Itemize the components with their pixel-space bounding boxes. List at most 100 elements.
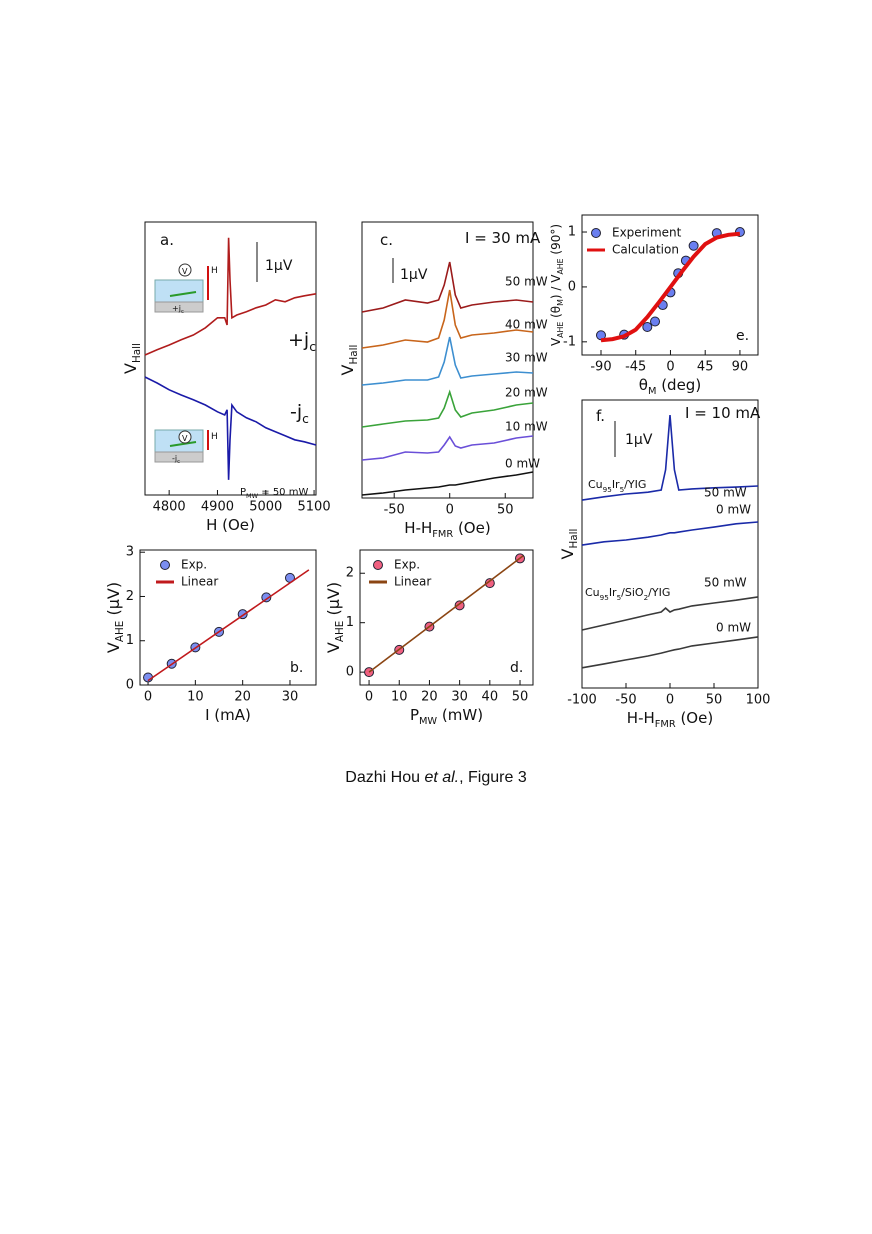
y-tick-label: 0 [126,678,134,693]
x-tick-label: 4900 [201,500,234,515]
text-part: /YIG [648,586,670,599]
legend-label: Exp. [181,558,207,572]
text-part: I (mA) [205,706,251,724]
text-part: -j [172,454,177,463]
x-tick-label: 0 [666,693,674,708]
text-part: 1µV [625,432,653,448]
annotation: I = 30 mA [465,229,541,247]
text-part: /YIG [624,478,646,491]
text-part: Ir [612,478,620,491]
text-part: AHE [114,621,126,643]
series-line [581,521,759,546]
plot-frame [581,399,759,689]
x-tick-label: 0 [666,360,674,375]
data-point [642,322,653,332]
x-tick-label: 0 [446,503,454,518]
series-line [147,569,310,682]
annotation: -jc [290,401,309,426]
x-tick-label: -100 [567,693,597,708]
y-axis-label: VHall [338,345,361,376]
series-line [144,237,317,356]
text-part: V [549,337,563,346]
text-part: M [648,386,656,397]
x-tick-label: -45 [625,360,646,375]
text-part: V [338,364,357,375]
text-part: P [240,487,246,498]
x-tick-label: -50 [615,693,636,708]
substrate [154,301,204,313]
x-axis-label: θM (deg) [639,376,701,397]
voltmeter [178,430,192,444]
x-tick-label: 10 [187,690,204,705]
series-label: 10 mW [505,420,548,434]
x-tick-label: 0 [144,690,152,705]
text-part: Cu [588,478,603,491]
text-part: c [177,459,180,465]
text-part: +j [172,304,181,313]
text-part: 95 [603,485,612,494]
y-axis-label: VAHE (µV) [324,582,347,653]
text-part: c [309,340,316,354]
annotation: PMW = 50 mW [240,487,308,500]
series-line [361,336,534,386]
text-part: H [211,266,218,276]
annotation: 1µV [400,267,428,283]
data-point [650,316,661,327]
device [154,279,204,303]
y-tick-label: 1 [126,633,134,648]
series-label: 30 mW [505,351,548,365]
text-part: M [556,299,565,306]
y-tick-label: 2 [126,589,134,604]
annotation: f. [596,407,605,425]
text-part: H-H [627,709,655,727]
x-tick-label: 40 [482,690,499,705]
text-part: (Oe) [453,519,491,537]
text-part: AHE [556,258,565,274]
x-tick-label: 20 [421,690,438,705]
inset-bottom [154,429,209,463]
series-label: 50 mW [704,576,747,590]
text-part: f. [596,407,605,425]
text-part: Cu [585,586,600,599]
annotation: a. [160,231,174,249]
annotation: Cu95Ir5/SiO2/YIG [585,586,670,602]
annotation: c. [380,231,393,249]
annotation: V [182,434,188,443]
text-part: b. [290,660,303,676]
text-part: (mW) [437,706,483,724]
text-part: c [181,309,184,315]
plot-frame [139,549,317,686]
series-line [581,636,759,669]
series-line [600,231,741,343]
data-point [688,240,699,251]
legend-marker [160,560,170,570]
series-label: 50 mW [704,486,747,500]
x-axis-label: H (Oe) [206,516,255,534]
plot-frame [361,221,534,499]
y-tick-label: 0 [568,279,576,294]
x-tick-label: -90 [590,360,611,375]
y-axis-label: VAHE (µV) [104,582,127,653]
text-part: P [410,706,419,724]
x-tick-label: 10 [391,690,408,705]
inset-top [154,263,209,313]
y-tick-label: -1 [563,334,576,349]
x-tick-label: 0 [365,690,373,705]
series-label: 0 mW [716,621,751,635]
text-part: , Figure 3 [459,769,527,786]
current-arrow [169,291,197,297]
y-tick-label: 2 [346,566,354,581]
text-part: V [324,642,343,653]
x-axis-label: H-HFMR (Oe) [404,519,490,540]
text-part: MW [419,716,437,727]
caption: Dazhi Hou et al., Figure 3 [345,769,527,786]
x-tick-label: 100 [746,693,771,708]
text-part: Dazhi Hou [345,769,424,786]
text-part: 2 [644,593,649,602]
annotation: V [182,267,188,276]
annotation: H [211,266,218,276]
legend-label: Exp. [394,558,420,572]
text-part: FMR [655,719,676,730]
annotation: b. [290,660,303,676]
